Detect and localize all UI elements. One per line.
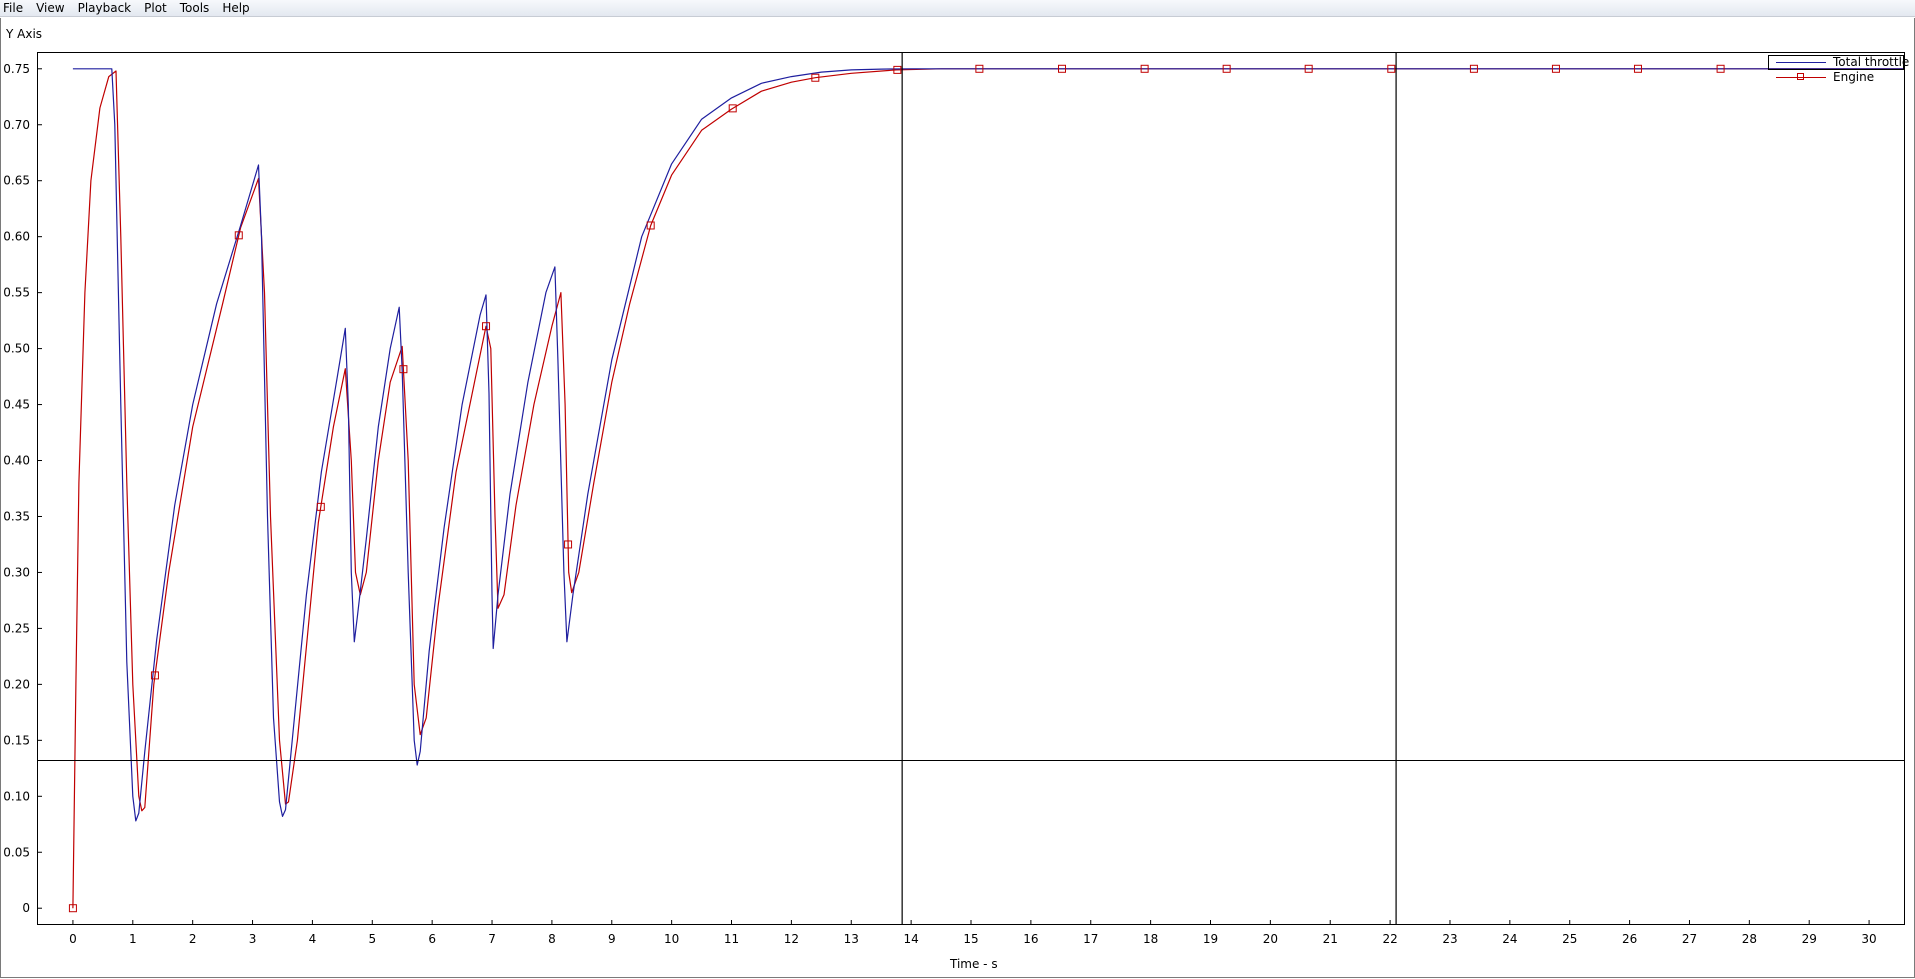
x-axis-title: Time - s	[950, 957, 998, 971]
menu-view[interactable]: View	[36, 1, 65, 15]
engine-marker-4	[399, 365, 408, 374]
y-tick-label-5: 0.25	[3, 621, 30, 635]
x-tick-label-28: 28	[1742, 932, 1757, 946]
engine-marker-13	[1140, 64, 1149, 73]
x-tick-label-18: 18	[1143, 932, 1158, 946]
x-tick-label-23: 23	[1442, 932, 1457, 946]
y-axis-title: Y Axis	[6, 27, 43, 41]
x-tick-label-2: 2	[189, 932, 197, 946]
x-tick-label-12: 12	[784, 932, 799, 946]
x-tick-label-9: 9	[608, 932, 616, 946]
plot-frame	[37, 52, 1905, 925]
legend-label-engine: Engine	[1833, 70, 1875, 84]
series-line-total-throttle	[72, 68, 1905, 822]
y-tick-label-15: 0.75	[3, 62, 30, 76]
menu-playback[interactable]: Playback	[77, 1, 132, 15]
engine-marker-12	[1058, 64, 1067, 73]
legend-highlight-box	[1768, 55, 1904, 70]
x-tick-label-24: 24	[1502, 932, 1517, 946]
y-tick-label-2: 0.10	[3, 789, 30, 803]
legend-item-engine[interactable]: Engine	[1768, 70, 1904, 85]
engine-marker-0	[68, 904, 77, 913]
x-tick-label-11: 11	[724, 932, 739, 946]
menu-plot[interactable]: Plot	[144, 1, 167, 15]
engine-marker-19	[1633, 64, 1642, 73]
x-tick-label-5: 5	[368, 932, 376, 946]
x-tick-label-27: 27	[1682, 932, 1697, 946]
engine-marker-18	[1551, 64, 1560, 73]
x-tick-label-17: 17	[1083, 932, 1098, 946]
y-tick-label-1: 0.05	[3, 845, 30, 859]
y-tick-label-12: 0.60	[3, 230, 30, 244]
engine-marker-6	[564, 540, 573, 549]
menu-bar: File View Playback Plot Tools Help	[0, 0, 1915, 17]
x-tick-label-10: 10	[664, 932, 679, 946]
engine-marker-14	[1222, 64, 1231, 73]
engine-marker-7	[646, 221, 655, 230]
x-tick-label-22: 22	[1382, 932, 1397, 946]
y-tick-label-0: 0	[22, 901, 30, 915]
x-tick-label-29: 29	[1802, 932, 1817, 946]
engine-marker-16	[1387, 64, 1396, 73]
x-tick-label-13: 13	[844, 932, 859, 946]
x-tick-label-21: 21	[1323, 932, 1338, 946]
legend-swatch-total-throttle	[1776, 62, 1826, 63]
legend-swatch-engine	[1776, 77, 1826, 78]
engine-marker-5	[482, 322, 491, 331]
x-tick-label-25: 25	[1562, 932, 1577, 946]
x-tick-label-6: 6	[428, 932, 436, 946]
legend-label-total-throttle: Total throttle	[1833, 55, 1910, 69]
y-tick-label-13: 0.65	[3, 174, 30, 188]
y-tick-label-10: 0.50	[3, 342, 30, 356]
menu-tools[interactable]: Tools	[179, 1, 210, 15]
engine-marker-17	[1469, 64, 1478, 73]
engine-marker-8	[728, 104, 737, 113]
legend-item-total-throttle[interactable]: Total throttle	[1768, 55, 1909, 70]
x-tick-label-4: 4	[309, 932, 317, 946]
engine-marker-10	[893, 65, 902, 74]
y-tick-label-3: 0.15	[3, 733, 30, 747]
engine-marker-3	[316, 502, 325, 511]
x-tick-label-3: 3	[249, 932, 257, 946]
y-tick-label-7: 0.35	[3, 509, 30, 523]
engine-marker-9	[811, 73, 820, 82]
legend[interactable]: Total throttle Engine	[1768, 55, 1909, 87]
engine-marker-1	[150, 671, 159, 680]
x-tick-label-30: 30	[1861, 932, 1876, 946]
legend-marker-engine	[1797, 73, 1804, 80]
y-tick-label-6: 0.30	[3, 565, 30, 579]
engine-marker-20	[1716, 64, 1725, 73]
x-tick-label-26: 26	[1622, 932, 1637, 946]
menu-file[interactable]: File	[3, 1, 24, 15]
y-tick-label-14: 0.70	[3, 118, 30, 132]
engine-marker-2	[234, 231, 243, 240]
menu-help[interactable]: Help	[222, 1, 250, 15]
engine-marker-15	[1304, 64, 1313, 73]
x-tick-label-19: 19	[1203, 932, 1218, 946]
x-tick-label-14: 14	[903, 932, 918, 946]
y-tick-label-8: 0.40	[3, 454, 30, 468]
x-tick-label-1: 1	[129, 932, 137, 946]
x-tick-label-15: 15	[963, 932, 978, 946]
x-tick-label-20: 20	[1263, 932, 1278, 946]
x-tick-label-8: 8	[548, 932, 556, 946]
x-tick-label-16: 16	[1023, 932, 1038, 946]
y-tick-label-11: 0.55	[3, 286, 30, 300]
y-tick-label-9: 0.45	[3, 398, 30, 412]
y-tick-label-4: 0.20	[3, 677, 30, 691]
x-tick-label-0: 0	[69, 932, 77, 946]
engine-marker-11	[975, 64, 984, 73]
x-tick-label-7: 7	[488, 932, 496, 946]
